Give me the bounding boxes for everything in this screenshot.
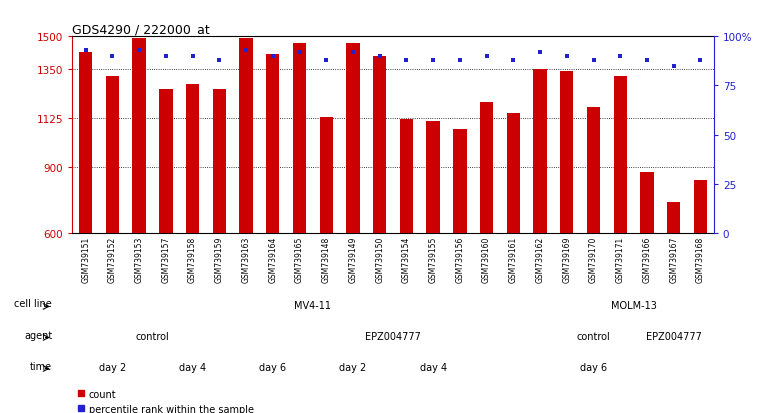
Legend: count, percentile rank within the sample: count, percentile rank within the sample xyxy=(77,389,254,413)
Point xyxy=(427,57,439,64)
Text: GSM739150: GSM739150 xyxy=(375,236,384,282)
Text: day 4: day 4 xyxy=(179,362,206,372)
Point xyxy=(160,54,172,60)
Point xyxy=(694,57,706,64)
Text: GSM739161: GSM739161 xyxy=(509,236,517,282)
Point xyxy=(614,54,626,60)
Bar xyxy=(507,114,520,233)
Point xyxy=(641,57,653,64)
Bar xyxy=(560,72,574,233)
Point xyxy=(80,47,92,54)
Bar xyxy=(240,39,253,233)
Point xyxy=(240,47,252,54)
Text: GSM739165: GSM739165 xyxy=(295,236,304,282)
Bar xyxy=(426,122,440,233)
Bar xyxy=(186,85,199,233)
Text: GSM739159: GSM739159 xyxy=(215,236,224,282)
Text: day 6: day 6 xyxy=(260,362,286,372)
Text: GSM739154: GSM739154 xyxy=(402,236,411,282)
Bar xyxy=(266,55,279,233)
Bar xyxy=(454,130,466,233)
Text: day 4: day 4 xyxy=(419,362,447,372)
Text: day 2: day 2 xyxy=(339,362,367,372)
Bar xyxy=(132,39,146,233)
Text: GSM739156: GSM739156 xyxy=(455,236,464,282)
Text: GSM739153: GSM739153 xyxy=(135,236,144,282)
Point xyxy=(347,50,359,56)
Text: MV4-11: MV4-11 xyxy=(295,300,331,310)
Text: GDS4290 / 222000_at: GDS4290 / 222000_at xyxy=(72,23,210,36)
Bar xyxy=(293,44,306,233)
Text: time: time xyxy=(30,361,53,370)
Text: GSM739155: GSM739155 xyxy=(428,236,438,282)
Text: GSM739162: GSM739162 xyxy=(536,236,545,282)
Bar xyxy=(373,57,387,233)
Text: EPZ004777: EPZ004777 xyxy=(365,331,421,341)
Point xyxy=(480,54,492,60)
Bar xyxy=(694,181,707,233)
Text: GSM739169: GSM739169 xyxy=(562,236,572,282)
Point xyxy=(133,47,145,54)
Bar xyxy=(212,90,226,233)
Text: GSM739149: GSM739149 xyxy=(349,236,358,282)
Text: control: control xyxy=(577,331,610,341)
Text: GSM739151: GSM739151 xyxy=(81,236,90,282)
Point xyxy=(294,50,306,56)
Bar xyxy=(667,203,680,233)
Point xyxy=(508,57,520,64)
Point xyxy=(667,63,680,70)
Bar xyxy=(346,44,360,233)
Text: GSM739163: GSM739163 xyxy=(241,236,250,282)
Text: GSM739167: GSM739167 xyxy=(669,236,678,282)
Point xyxy=(107,54,119,60)
Text: GSM739166: GSM739166 xyxy=(642,236,651,282)
Point xyxy=(374,54,386,60)
Text: GSM739152: GSM739152 xyxy=(108,236,117,282)
Text: GSM739170: GSM739170 xyxy=(589,236,598,282)
Text: GSM739160: GSM739160 xyxy=(482,236,491,282)
Point xyxy=(534,50,546,56)
Bar xyxy=(79,52,92,233)
Bar xyxy=(480,102,493,233)
Point xyxy=(320,57,333,64)
Point xyxy=(213,57,225,64)
Bar xyxy=(587,108,600,233)
Bar xyxy=(106,76,119,233)
Point xyxy=(400,57,412,64)
Text: GSM739158: GSM739158 xyxy=(188,236,197,282)
Bar xyxy=(640,172,654,233)
Text: EPZ004777: EPZ004777 xyxy=(646,331,702,341)
Point xyxy=(454,57,466,64)
Text: GSM739157: GSM739157 xyxy=(161,236,170,282)
Text: day 2: day 2 xyxy=(99,362,126,372)
Bar xyxy=(320,118,333,233)
Text: control: control xyxy=(135,331,170,341)
Point xyxy=(266,54,279,60)
Text: GSM739171: GSM739171 xyxy=(616,236,625,282)
Text: GSM739164: GSM739164 xyxy=(269,236,277,282)
Point xyxy=(186,54,199,60)
Text: day 6: day 6 xyxy=(580,362,607,372)
Bar xyxy=(533,70,546,233)
Text: GSM739148: GSM739148 xyxy=(322,236,331,282)
Point xyxy=(587,57,600,64)
Bar xyxy=(159,90,173,233)
Text: cell line: cell line xyxy=(14,299,53,309)
Text: GSM739168: GSM739168 xyxy=(696,236,705,282)
Text: agent: agent xyxy=(24,330,53,339)
Bar xyxy=(613,76,627,233)
Bar xyxy=(400,120,413,233)
Point xyxy=(561,54,573,60)
Text: MOLM-13: MOLM-13 xyxy=(610,300,657,310)
